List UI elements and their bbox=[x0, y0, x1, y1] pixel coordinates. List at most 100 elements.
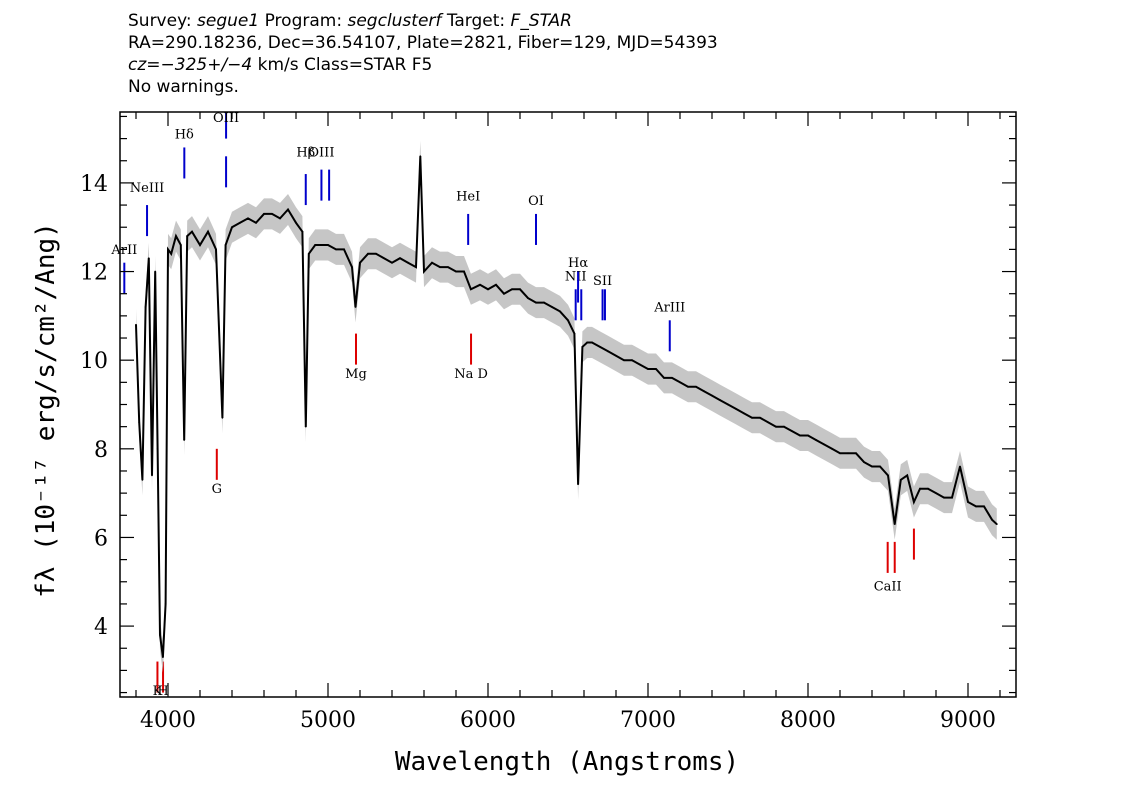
absorption-line-label: Na D bbox=[454, 367, 488, 382]
plot-frame bbox=[119, 111, 1017, 698]
x-tick-label: 6000 bbox=[460, 708, 516, 733]
spectrum-point bbox=[154, 270, 157, 273]
program-value: segclusterf bbox=[347, 11, 442, 31]
absorption-line-label: CaII bbox=[874, 580, 902, 595]
spectrum-point bbox=[144, 306, 147, 308]
spectrum-point bbox=[735, 408, 737, 410]
spectrum-point bbox=[839, 452, 841, 455]
spectrum-point bbox=[759, 416, 761, 419]
spectrum-point bbox=[135, 323, 137, 326]
spectrum-point bbox=[354, 306, 357, 308]
spectrum-point bbox=[319, 244, 321, 246]
spectrum-point bbox=[775, 425, 777, 428]
spectrum-point bbox=[943, 496, 945, 499]
y-tick-label: 6 bbox=[94, 526, 108, 551]
spectrum-point bbox=[751, 416, 753, 419]
y-tick-label: 12 bbox=[80, 261, 108, 286]
spectrum-point bbox=[164, 603, 167, 605]
spectrum-point bbox=[179, 244, 182, 246]
spectrum-point bbox=[221, 416, 224, 419]
spectrum-point bbox=[191, 230, 193, 233]
spectrum-point bbox=[935, 492, 937, 495]
spectrum-point bbox=[419, 155, 422, 158]
spectrum-point bbox=[791, 430, 793, 432]
spectrum-point bbox=[991, 518, 993, 521]
y-tick-label: 4 bbox=[94, 615, 108, 640]
spectrum-point bbox=[141, 478, 144, 481]
spectrum-point bbox=[447, 266, 449, 269]
emission-line-label: Hα bbox=[568, 256, 588, 271]
spectrum-point bbox=[215, 248, 217, 251]
target-value: F_STAR bbox=[510, 11, 572, 31]
x-tick-label: 9000 bbox=[940, 708, 996, 733]
spectrum-point bbox=[469, 288, 472, 291]
spectrum-point bbox=[455, 270, 457, 273]
spectrum-point bbox=[543, 301, 545, 304]
spectrum-point bbox=[567, 319, 569, 322]
emission-line-label: Hδ bbox=[175, 128, 194, 143]
emission-line-label: SII bbox=[593, 274, 612, 289]
spectrum-point bbox=[279, 217, 281, 220]
spectrum-point bbox=[823, 443, 825, 446]
x-tick-label: 7000 bbox=[620, 708, 676, 733]
spectrum-point bbox=[231, 226, 233, 229]
class-text: km/s Class=STAR F5 bbox=[252, 55, 433, 75]
spectrum-point bbox=[314, 244, 317, 246]
y-tick-label: 8 bbox=[94, 438, 108, 463]
spectrum-point bbox=[559, 310, 561, 313]
spectrum-point bbox=[263, 213, 265, 215]
spectrum-point bbox=[335, 248, 337, 251]
spectrum-point bbox=[367, 252, 369, 255]
program-label: Program: bbox=[264, 11, 343, 31]
spectrum-point bbox=[679, 381, 681, 384]
spectrum-point bbox=[671, 377, 673, 379]
spectrum-point bbox=[138, 421, 141, 424]
spectrum-point bbox=[399, 257, 401, 260]
spectrum-point bbox=[887, 474, 889, 477]
spectrum-point bbox=[183, 439, 186, 441]
absorption-line-label: Mg bbox=[345, 367, 367, 382]
warnings-text: No warnings. bbox=[128, 77, 239, 97]
spectrum-point bbox=[519, 288, 521, 291]
spectrum-point bbox=[161, 656, 164, 659]
error-band bbox=[136, 140, 997, 673]
spectrum-point bbox=[156, 447, 159, 450]
spectrum-point bbox=[151, 474, 153, 477]
spectrum-point bbox=[695, 385, 697, 388]
spectrum-point bbox=[631, 359, 633, 362]
spectrum-point bbox=[159, 634, 161, 636]
emission-line-label: HeI bbox=[456, 190, 480, 205]
spectrum-point bbox=[407, 261, 409, 264]
spectrum-header: Survey: segue1 Program: segclusterf Targ… bbox=[128, 10, 718, 98]
spectrum-point bbox=[815, 439, 817, 441]
spectrum-point bbox=[951, 496, 953, 499]
spectrum-point bbox=[913, 501, 915, 503]
spectrum-point bbox=[224, 244, 227, 246]
spectrum-point bbox=[863, 461, 865, 464]
spectrum-point bbox=[899, 478, 902, 481]
cz-label: cz= bbox=[128, 55, 161, 75]
spectrum-point bbox=[871, 465, 873, 468]
spectrum-point bbox=[199, 244, 201, 246]
spectrum-point bbox=[375, 252, 377, 255]
spectrum-point bbox=[463, 270, 465, 273]
header-line-3: cz=−325+/−4 km/s Class=STAR F5 bbox=[128, 54, 718, 76]
emission-line-label: ArIII bbox=[653, 300, 685, 315]
spectrum-point bbox=[207, 230, 209, 233]
spectrum-point bbox=[847, 452, 849, 455]
spectrum-point bbox=[687, 385, 689, 388]
absorption-line-label: H bbox=[157, 684, 168, 699]
x-tick-label: 5000 bbox=[300, 708, 356, 733]
spectrum-point bbox=[535, 301, 537, 304]
spectrum-point bbox=[607, 350, 609, 353]
spectrum-point bbox=[975, 505, 977, 508]
spectrum-point bbox=[351, 266, 353, 269]
spectrum-point bbox=[655, 368, 657, 370]
axes: 4000 5000 6000 7000 8000 9000 4 6 8 10 12 14 bbox=[80, 111, 1017, 733]
spectrum-point bbox=[983, 505, 985, 508]
spectrum-point bbox=[359, 261, 361, 264]
spectrum-point bbox=[703, 390, 705, 393]
x-axis-title: Wavelength (Angstroms) bbox=[395, 747, 739, 777]
survey-label: Survey: bbox=[128, 11, 192, 31]
